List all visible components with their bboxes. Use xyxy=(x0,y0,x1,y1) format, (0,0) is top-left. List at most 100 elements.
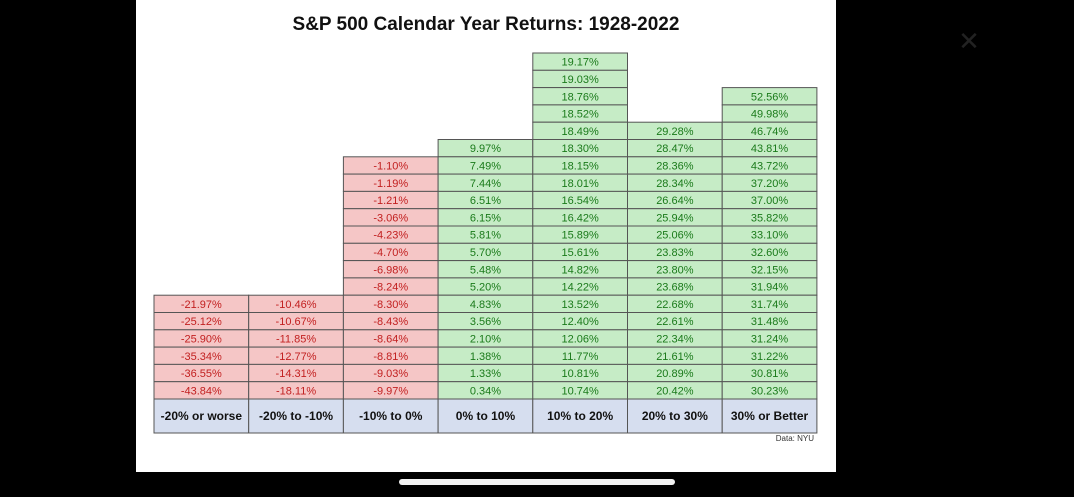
return-value: -3.06% xyxy=(373,212,408,224)
return-value: 10.74% xyxy=(561,385,599,397)
return-value: 13.52% xyxy=(561,299,599,311)
return-value: -8.30% xyxy=(373,299,408,311)
return-value: -25.90% xyxy=(181,333,222,345)
return-value: -8.81% xyxy=(373,351,408,363)
return-value: 22.34% xyxy=(656,333,694,345)
return-value: 5.20% xyxy=(470,282,501,294)
return-value: 23.68% xyxy=(656,282,694,294)
return-value: 37.00% xyxy=(751,195,789,207)
return-value: 23.80% xyxy=(656,264,694,276)
return-value: 31.22% xyxy=(751,351,789,363)
return-value: 20.42% xyxy=(656,385,694,397)
return-value: 16.54% xyxy=(561,195,599,207)
category-label: 10% to 20% xyxy=(547,409,613,423)
return-value: -1.21% xyxy=(373,195,408,207)
return-value: -43.84% xyxy=(181,385,222,397)
return-value: -9.03% xyxy=(373,368,408,380)
category-header xyxy=(437,398,534,434)
return-value: 5.48% xyxy=(470,264,501,276)
return-value: 14.82% xyxy=(561,264,599,276)
return-value: 12.06% xyxy=(561,333,599,345)
home-indicator[interactable] xyxy=(399,479,675,485)
return-value: 5.70% xyxy=(470,247,501,259)
return-value: 37.20% xyxy=(751,178,789,190)
return-value: 9.97% xyxy=(470,143,501,155)
return-value: 49.98% xyxy=(751,109,789,121)
chart-title: S&P 500 Calendar Year Returns: 1928-2022 xyxy=(292,14,680,35)
return-value: 6.51% xyxy=(470,195,501,207)
return-value: 31.48% xyxy=(751,316,789,328)
category-label: -10% to 0% xyxy=(359,409,423,423)
return-value: 32.60% xyxy=(751,247,789,259)
category-header xyxy=(627,398,723,434)
return-value: -8.24% xyxy=(373,282,408,294)
return-value: -4.23% xyxy=(373,230,408,242)
return-value: 29.28% xyxy=(656,126,694,138)
return-value: 2.10% xyxy=(470,333,501,345)
return-value: -1.19% xyxy=(373,178,408,190)
source-note: Data: NYU xyxy=(775,434,814,443)
returns-chart: -21.97% -25.12% -25.90% -35.34% -36.55% -43.8… xyxy=(153,52,818,434)
return-value: 15.61% xyxy=(561,247,599,259)
return-value: 11.77% xyxy=(562,351,599,363)
return-value: 4.83% xyxy=(470,299,501,311)
return-value: 18.30% xyxy=(561,143,599,155)
return-value: 22.61% xyxy=(656,316,694,328)
return-value: -4.70% xyxy=(373,247,408,259)
return-value: 7.49% xyxy=(470,160,501,172)
return-value: -9.97% xyxy=(373,385,408,397)
return-value: 31.94% xyxy=(751,282,789,294)
category-header xyxy=(721,398,818,434)
return-value: -6.98% xyxy=(373,264,408,276)
return-value: 18.49% xyxy=(561,126,599,138)
category-label: 30% or Better xyxy=(731,409,809,423)
return-value: 1.33% xyxy=(470,368,501,380)
category-label: -20% or worse xyxy=(161,409,243,423)
return-value: 15.89% xyxy=(561,230,599,242)
return-value: 43.72% xyxy=(751,160,789,172)
return-value: 19.03% xyxy=(561,74,599,86)
category-label: 20% to 30% xyxy=(642,409,708,423)
return-value: -12.77% xyxy=(276,351,317,363)
return-value: 18.76% xyxy=(561,91,599,103)
return-value: 43.81% xyxy=(751,143,789,155)
return-value: 30.81% xyxy=(751,368,789,380)
return-value: -11.85% xyxy=(276,333,316,345)
return-value: 28.47% xyxy=(656,143,694,155)
return-value: -8.43% xyxy=(373,316,408,328)
return-value: 3.56% xyxy=(470,316,501,328)
return-value: 6.15% xyxy=(470,212,501,224)
return-value: 22.68% xyxy=(656,299,694,311)
close-icon[interactable]: ✕ xyxy=(958,27,980,57)
category-label: -20% to -10% xyxy=(259,409,333,423)
return-value: 28.36% xyxy=(656,160,694,172)
return-value: 28.34% xyxy=(656,178,694,190)
return-value: 5.81% xyxy=(470,230,501,242)
return-value: 52.56% xyxy=(751,91,789,103)
return-value: 18.52% xyxy=(561,109,599,121)
category-label: 0% to 10% xyxy=(456,409,516,423)
return-value: -36.55% xyxy=(181,368,222,380)
return-value: -8.64% xyxy=(373,333,408,345)
return-value: -35.34% xyxy=(181,351,222,363)
return-value: 31.74% xyxy=(751,299,789,311)
category-header xyxy=(248,398,344,434)
return-value: 19.17% xyxy=(561,57,599,69)
return-value: 25.94% xyxy=(656,212,694,224)
return-value: 20.89% xyxy=(656,368,694,380)
return-value: -10.46% xyxy=(276,299,317,311)
slide: S&P 500 Calendar Year Returns: 1928-2022… xyxy=(136,0,836,472)
return-value: -18.11% xyxy=(276,385,316,397)
return-value: 25.06% xyxy=(656,230,694,242)
return-value: 26.64% xyxy=(656,195,694,207)
return-value: 14.22% xyxy=(561,282,599,294)
return-value: 18.01% xyxy=(561,178,599,190)
return-value: 7.44% xyxy=(470,178,501,190)
return-value: 12.40% xyxy=(561,316,599,328)
return-value: 1.38% xyxy=(470,351,501,363)
return-value: -25.12% xyxy=(181,316,222,328)
return-value: -1.10% xyxy=(373,160,408,172)
return-value: 31.24% xyxy=(751,333,789,345)
return-value: 30.23% xyxy=(751,385,789,397)
return-value: 32.15% xyxy=(751,264,789,276)
